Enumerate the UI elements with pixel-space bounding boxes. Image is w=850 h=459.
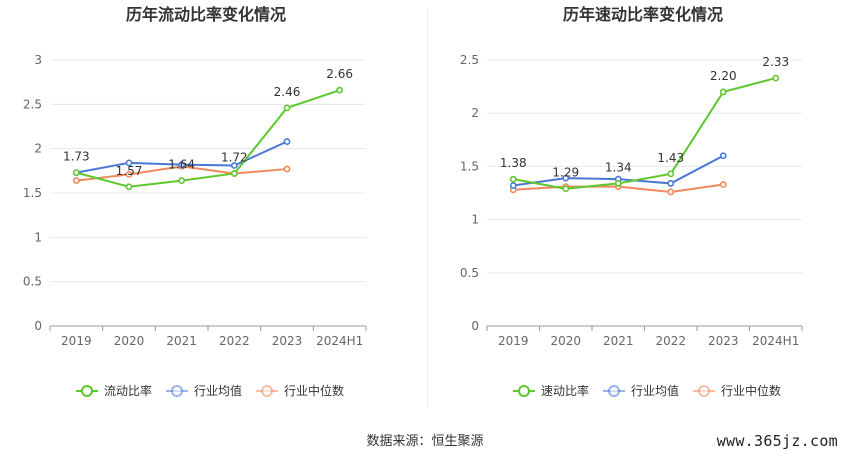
legend-item-median[interactable]: 行业中位数 xyxy=(693,383,781,398)
data-point-avg xyxy=(509,182,517,189)
legend-label: 行业中位数 xyxy=(721,383,781,398)
legend-label: 行业中位数 xyxy=(284,383,344,398)
data-point-median xyxy=(125,170,133,178)
x-tick-label: 2022 xyxy=(655,334,686,348)
y-tick-label: 2 xyxy=(471,106,479,120)
legend-item-avg[interactable]: 行业均值 xyxy=(166,383,242,398)
x-tick-label: 2021 xyxy=(166,334,197,348)
y-tick-label: 2.5 xyxy=(23,97,42,111)
legend-label: 速动比率 xyxy=(541,383,589,398)
current-ratio-chart: 历年流动比率变化情况 0 0.5 1 1.5 2 2.5 3 2019 2020 2021 2022 2… xyxy=(23,5,367,398)
legend-item-avg[interactable]: 行业均值 xyxy=(603,383,679,398)
data-point-company xyxy=(283,104,291,112)
data-point-company xyxy=(509,175,517,183)
x-tick-label: 2021 xyxy=(603,334,634,348)
data-point-median xyxy=(283,165,291,173)
x-tick-label: 2023 xyxy=(708,334,739,348)
data-point-avg xyxy=(719,152,727,160)
data-label: 1.57 xyxy=(116,164,143,178)
y-tick-label: 2 xyxy=(34,142,42,156)
series-line-company xyxy=(76,89,340,188)
y-tick-label: 3 xyxy=(34,53,42,67)
chart-title: 历年速动比率变化情况 xyxy=(563,5,723,24)
legend-swatch-marker xyxy=(261,385,273,397)
y-tick-label: 0 xyxy=(471,319,479,333)
legend-item-median[interactable]: 行业中位数 xyxy=(256,383,344,398)
legend-swatch-marker xyxy=(171,385,183,397)
legend-label: 流动比率 xyxy=(104,383,152,398)
x-tick-label: 2020 xyxy=(550,334,581,348)
x-tick-label: 2022 xyxy=(219,334,250,348)
y-tick-label: 0.5 xyxy=(23,275,42,289)
data-label: 1.72 xyxy=(221,150,248,164)
data-point-company xyxy=(772,74,780,82)
legend-item-company[interactable]: 流动比率 xyxy=(76,383,152,398)
legend-label: 行业均值 xyxy=(194,383,242,398)
y-tick-label: 1 xyxy=(471,213,479,227)
data-label: 1.43 xyxy=(657,151,684,165)
x-tick-label: 2019 xyxy=(498,334,529,348)
y-tick-label: 1.5 xyxy=(23,186,42,200)
x-tick-label: 2024H1 xyxy=(752,334,799,348)
x-tick-label: 2023 xyxy=(272,334,303,348)
series-line-company xyxy=(513,77,777,190)
y-tick-label: 1 xyxy=(34,230,42,244)
data-point-company xyxy=(562,185,570,193)
data-point-company xyxy=(178,177,186,184)
data-point-company xyxy=(719,88,727,96)
data-label: 1.64 xyxy=(168,158,195,172)
chart-title: 历年流动比率变化情况 xyxy=(126,5,286,24)
data-point-company xyxy=(125,183,133,191)
legend-swatch-marker xyxy=(518,385,530,397)
data-point-company xyxy=(72,169,80,177)
data-point-avg xyxy=(667,180,675,187)
y-tick-label: 2.5 xyxy=(460,53,479,67)
data-source-label: 数据来源：恒生聚源 xyxy=(366,434,484,449)
data-point-company xyxy=(614,180,622,187)
legend-swatch-marker xyxy=(698,385,710,397)
data-label: 1.73 xyxy=(63,150,90,164)
data-point-avg xyxy=(125,159,133,167)
legend-swatch-marker xyxy=(608,385,620,397)
data-label: 2.20 xyxy=(710,69,737,83)
data-label: 1.38 xyxy=(500,156,527,170)
x-tick-label: 2024H1 xyxy=(316,334,363,348)
quick-ratio-chart: 历年速动比率变化情况 0 0.5 1 1.5 2 2.5 2019 2020 2021 2022 20… xyxy=(460,5,803,398)
data-point-median xyxy=(72,177,80,184)
data-label: 1.34 xyxy=(605,160,632,174)
data-point-company xyxy=(667,170,675,178)
y-tick-label: 0.5 xyxy=(460,266,479,280)
data-label: 2.46 xyxy=(274,85,301,99)
data-point-avg xyxy=(562,174,570,182)
data-point-median xyxy=(667,188,675,196)
data-point-avg xyxy=(230,162,238,169)
data-point-avg xyxy=(283,138,291,145)
data-label: 2.33 xyxy=(762,55,789,69)
data-point-median xyxy=(719,181,727,188)
data-point-company xyxy=(230,170,238,177)
data-point-avg xyxy=(178,161,186,169)
data-label: 2.66 xyxy=(326,67,353,81)
legend-swatch-marker xyxy=(81,385,93,397)
legend-item-company[interactable]: 速动比率 xyxy=(513,383,589,398)
site-watermark: www.365jz.com xyxy=(716,432,838,450)
y-tick-label: 0 xyxy=(34,319,42,333)
x-tick-label: 2019 xyxy=(61,334,92,348)
legend-label: 行业均值 xyxy=(631,383,679,398)
data-label: 1.29 xyxy=(552,166,579,180)
chart-divider xyxy=(427,8,428,408)
y-tick-label: 1.5 xyxy=(460,159,479,173)
data-point-company xyxy=(336,86,344,94)
x-tick-label: 2020 xyxy=(114,334,145,348)
